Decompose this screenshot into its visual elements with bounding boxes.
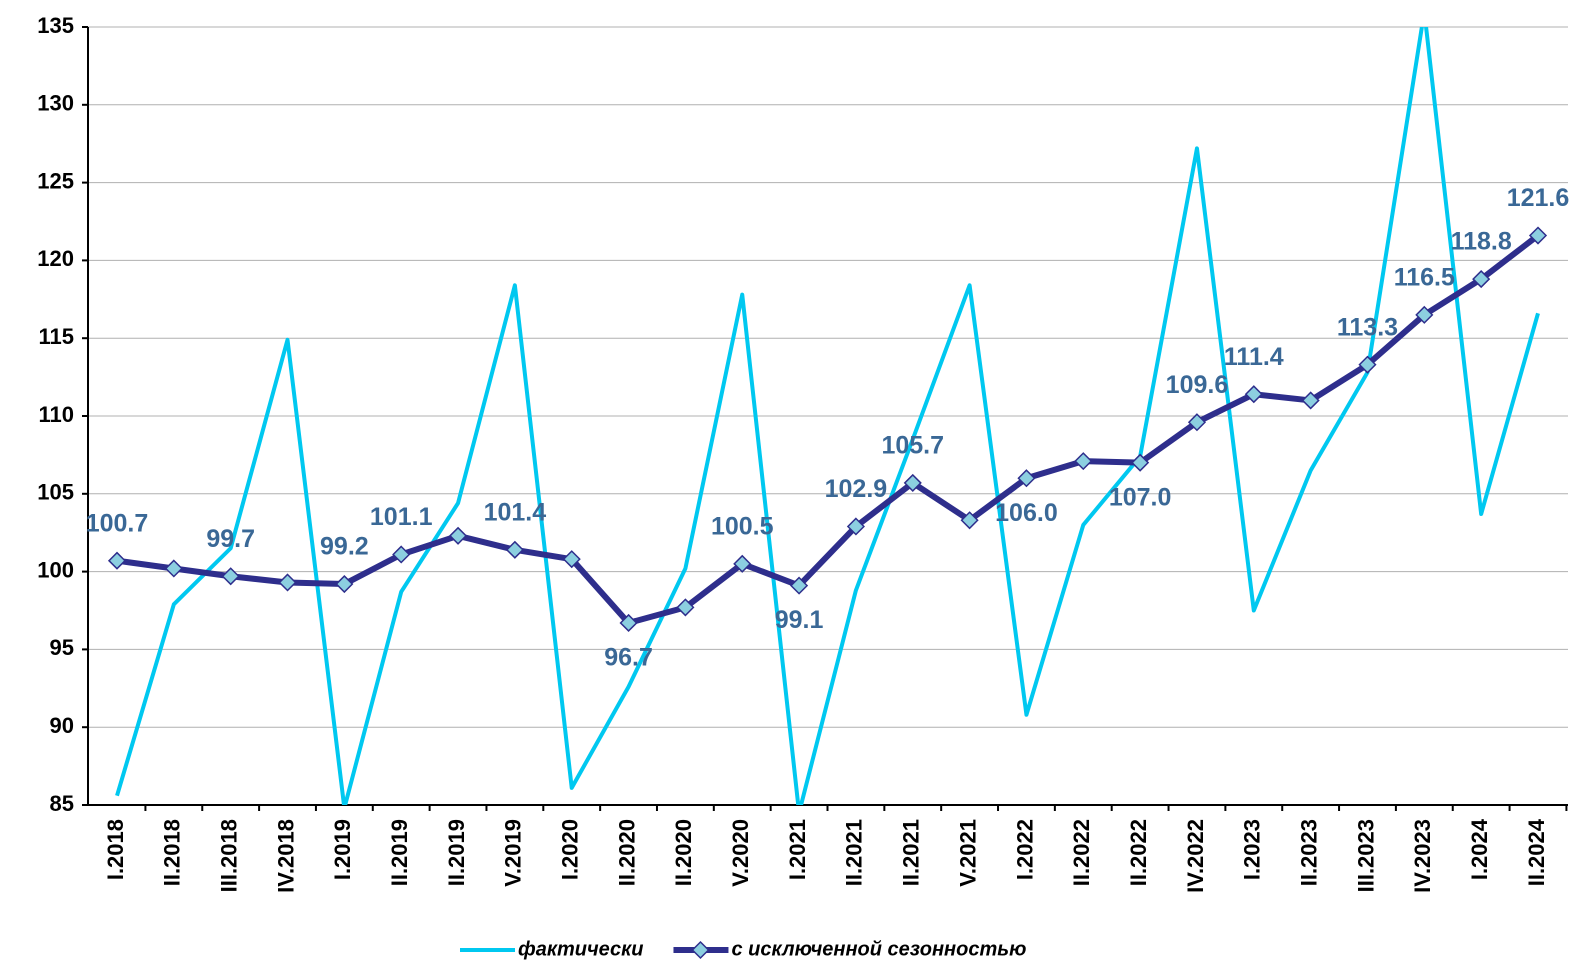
y-tick-label: 115 [39, 324, 75, 349]
x-tick-label: II.2019 [444, 819, 469, 886]
x-tick-label: V.2020 [728, 819, 753, 887]
x-tick-label: IV.2022 [1183, 819, 1208, 893]
data-label: 118.8 [1451, 228, 1512, 256]
data-label: 111.4 [1224, 343, 1284, 371]
data-label: 96.7 [604, 644, 653, 672]
data-label: 109.6 [1166, 371, 1229, 399]
marker [221, 567, 240, 586]
y-tick-label: 100 [37, 557, 74, 582]
x-tick-label: II.2021 [842, 819, 867, 886]
marker [619, 613, 638, 633]
marker [676, 598, 695, 617]
y-tick-label: 125 [37, 168, 74, 193]
x-tick-label: I.2023 [1240, 819, 1265, 880]
marker [1528, 226, 1548, 245]
data-label: 100.5 [711, 512, 774, 540]
data-label: 99.2 [320, 533, 369, 561]
marker [1415, 305, 1434, 324]
marker [960, 511, 979, 530]
x-tick-label: I.2020 [558, 819, 583, 880]
x-tick-label: I.2022 [1012, 819, 1037, 880]
marker [1017, 469, 1036, 488]
x-tick-label: II.2020 [614, 819, 639, 886]
marker [1358, 355, 1377, 374]
marker [903, 473, 922, 492]
y-tick-label: 85 [50, 791, 74, 816]
data-label: 105.7 [881, 432, 944, 460]
x-tick-label: II.2020 [671, 819, 696, 886]
marker [1301, 391, 1320, 410]
marker [505, 540, 524, 559]
x-tick-label: III.2018 [216, 819, 241, 892]
y-tick-label: 110 [39, 402, 75, 427]
x-tick-label: II.2019 [387, 819, 412, 886]
marker [448, 526, 468, 545]
x-tick-label: I.2021 [785, 819, 810, 880]
x-tick-label: I.2019 [330, 819, 355, 880]
marker [392, 545, 411, 564]
x-tick-label: III.2023 [1353, 819, 1378, 892]
x-tick-label: II.2018 [160, 819, 185, 886]
y-tick-label: 130 [37, 91, 74, 116]
x-tick-label: V.2019 [501, 819, 526, 887]
legend-label: фактически [518, 938, 643, 960]
y-tick-label: 90 [50, 713, 74, 738]
legend-marker [691, 940, 710, 960]
marker [1472, 270, 1491, 289]
data-label: 107.0 [1109, 483, 1172, 511]
marker [846, 517, 865, 536]
series-line [116, 233, 1540, 626]
marker [107, 551, 127, 570]
y-tick-label: 105 [37, 480, 74, 505]
x-tick-label: II.2022 [1069, 819, 1094, 886]
marker [335, 574, 354, 594]
x-tick-label: II.2021 [899, 819, 924, 886]
series-line [115, 27, 1540, 805]
marker [1074, 452, 1093, 471]
y-tick-label: 120 [37, 246, 74, 271]
x-tick-label: I.2024 [1467, 818, 1492, 880]
marker [164, 559, 183, 578]
data-label: 116.5 [1394, 263, 1455, 291]
data-label: 101.1 [370, 503, 433, 531]
marker [1244, 385, 1263, 404]
data-label: 101.4 [484, 498, 547, 526]
data-label: 102.9 [825, 475, 888, 503]
x-tick-label: II.2024 [1524, 818, 1549, 886]
x-tick-label: IV.2018 [273, 819, 298, 893]
marker [1187, 413, 1207, 432]
x-tick-label: IV.2023 [1410, 819, 1435, 893]
legend-label: с исключенной сезонностью [731, 938, 1026, 960]
x-tick-label: V.2021 [955, 819, 980, 887]
data-label: 99.7 [206, 525, 255, 553]
marker [733, 554, 752, 573]
data-label: 100.7 [86, 509, 149, 537]
plot-area [115, 27, 1540, 805]
x-tick-label: II.2022 [1126, 819, 1151, 886]
data-label: 106.0 [995, 499, 1058, 527]
x-tick-label: II.2023 [1296, 819, 1321, 886]
x-tick-label: I.2018 [103, 819, 128, 880]
y-tick-label: 135 [37, 13, 74, 38]
marker [1131, 453, 1150, 472]
data-label: 99.1 [775, 606, 824, 634]
y-tick-label: 95 [50, 635, 74, 660]
marker [278, 573, 297, 592]
data-label: 121.6 [1507, 184, 1570, 212]
data-label: 113.3 [1337, 313, 1398, 341]
marker [562, 550, 581, 569]
marker [790, 576, 809, 595]
